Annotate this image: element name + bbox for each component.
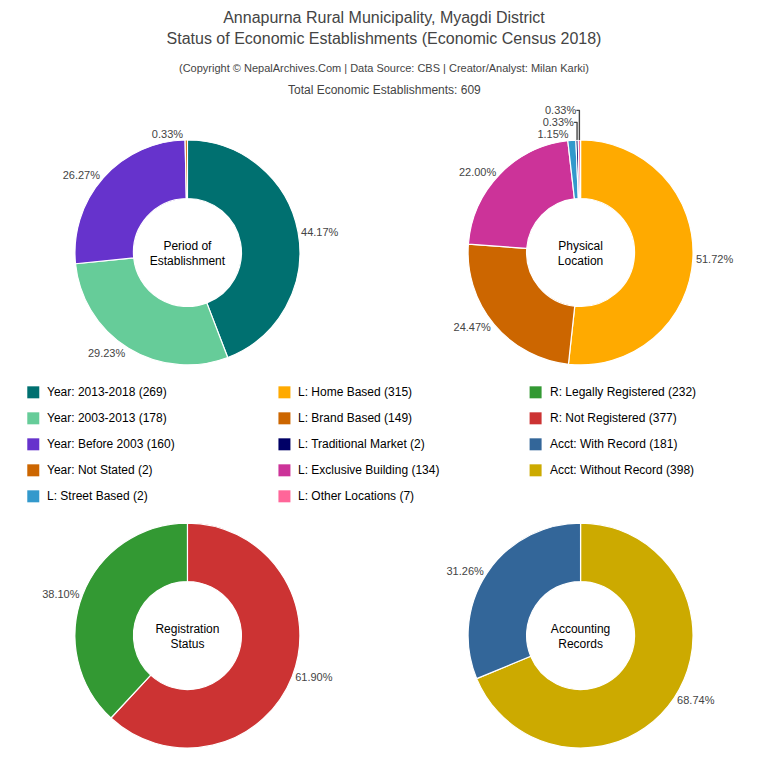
svg-text:1.15%: 1.15%: [537, 128, 568, 140]
svg-text:24.47%: 24.47%: [454, 321, 492, 333]
svg-text:PhysicalLocation: PhysicalLocation: [558, 239, 603, 269]
svg-text:26.27%: 26.27%: [63, 169, 101, 181]
svg-text:R: Legally Registered (232): R: Legally Registered (232): [550, 385, 696, 399]
svg-text:0.33%: 0.33%: [545, 104, 576, 116]
svg-text:0.33%: 0.33%: [152, 128, 183, 140]
svg-text:R: Not Registered (377): R: Not Registered (377): [550, 411, 677, 425]
svg-text:Period ofEstablishment: Period ofEstablishment: [150, 239, 226, 269]
svg-text:51.72%: 51.72%: [696, 253, 734, 265]
svg-text:Acct: Without Record (398): Acct: Without Record (398): [550, 463, 694, 477]
svg-text:44.17%: 44.17%: [301, 226, 339, 238]
svg-text:Year: Not Stated (2): Year: Not Stated (2): [47, 463, 153, 477]
svg-text:Year: 2013-2018 (269): Year: 2013-2018 (269): [47, 385, 167, 399]
svg-text:L: Exclusive Building (134): L: Exclusive Building (134): [298, 463, 439, 477]
svg-text:AccountingRecords: AccountingRecords: [551, 622, 610, 652]
svg-text:31.26%: 31.26%: [446, 565, 484, 577]
svg-text:38.10%: 38.10%: [42, 588, 80, 600]
svg-text:Year: 2003-2013 (178): Year: 2003-2013 (178): [47, 411, 167, 425]
svg-text:0.33%: 0.33%: [543, 116, 574, 128]
svg-text:L: Other Locations (7): L: Other Locations (7): [298, 489, 414, 503]
svg-text:Year: Before 2003 (160): Year: Before 2003 (160): [47, 437, 175, 451]
svg-text:RegistrationStatus: RegistrationStatus: [155, 622, 219, 652]
svg-text:Acct: With Record (181): Acct: With Record (181): [550, 437, 677, 451]
svg-text:Annapurna Rural Municipality,: Annapurna Rural Municipality, Myagdi Dis…: [167, 9, 602, 47]
svg-text:Total Economic Establishments:: Total Economic Establishments: 609: [288, 83, 481, 97]
svg-text:L: Street Based (2): L: Street Based (2): [47, 489, 148, 503]
svg-text:L: Home Based (315): L: Home Based (315): [298, 385, 412, 399]
svg-text:22.00%: 22.00%: [459, 166, 497, 178]
svg-text:68.74%: 68.74%: [677, 694, 715, 706]
svg-text:L: Traditional Market (2): L: Traditional Market (2): [298, 437, 425, 451]
svg-text:29.23%: 29.23%: [88, 347, 126, 359]
svg-text:61.90%: 61.90%: [295, 671, 333, 683]
svg-text:(Copyright © NepalArchives.Com: (Copyright © NepalArchives.Com | Data So…: [179, 62, 589, 74]
svg-text:L: Brand Based (149): L: Brand Based (149): [298, 411, 412, 425]
